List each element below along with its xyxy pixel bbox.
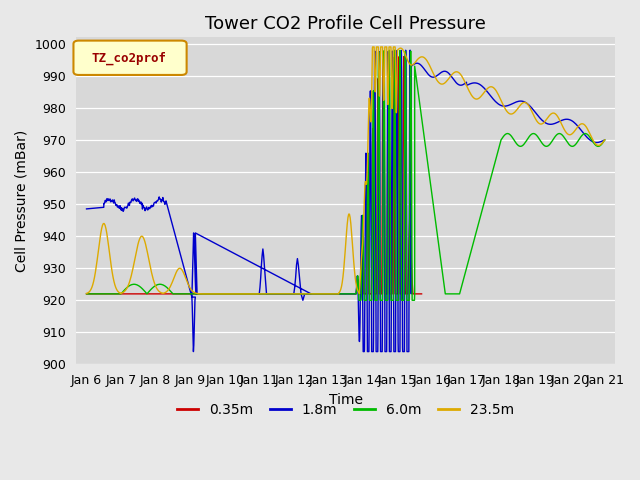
Text: TZ_co2prof: TZ_co2prof bbox=[92, 51, 166, 65]
Title: Tower CO2 Profile Cell Pressure: Tower CO2 Profile Cell Pressure bbox=[205, 15, 486, 33]
FancyBboxPatch shape bbox=[74, 41, 187, 75]
Legend: 0.35m, 1.8m, 6.0m, 23.5m: 0.35m, 1.8m, 6.0m, 23.5m bbox=[172, 398, 520, 423]
X-axis label: Time: Time bbox=[328, 393, 363, 407]
Y-axis label: Cell Pressure (mBar): Cell Pressure (mBar) bbox=[15, 130, 29, 272]
